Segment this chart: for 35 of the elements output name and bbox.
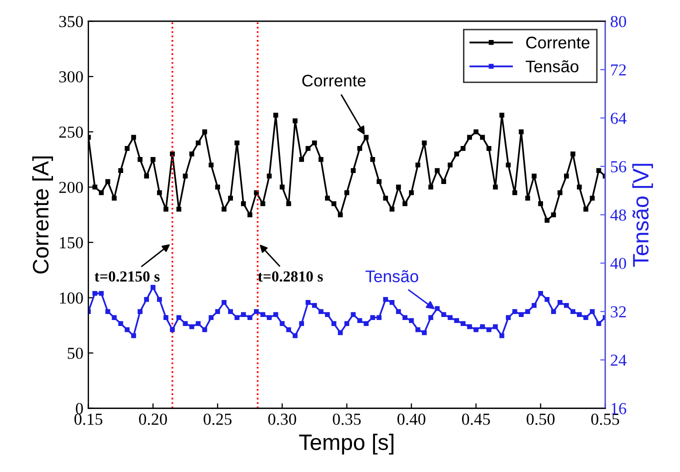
y2-tick-label: 40 (610, 258, 626, 270)
y-tick-label: 0 (76, 402, 83, 414)
y-tick-label: 50 (68, 348, 83, 359)
legend-label: Corrente (526, 36, 590, 48)
y-tick-label: 100 (60, 292, 83, 304)
x-tick-label: 0.30 (268, 414, 296, 425)
annotation: Tensão (366, 270, 418, 282)
y-tick-label: 200 (59, 182, 83, 194)
x-tick-label: 0.35 (332, 414, 361, 425)
x-axis-title: Tempo [s] (299, 434, 394, 455)
y2-tick-label: 56 (611, 161, 626, 172)
legend-label: Tensão (526, 60, 578, 72)
x-tick-label: 0.55 (591, 414, 620, 425)
annotation: Corrente (302, 74, 366, 87)
annotation: t=0.2810 s (258, 271, 323, 282)
y2-tick-label: 48 (610, 209, 626, 221)
y2-tick-label: 80 (610, 16, 626, 28)
y-tick-label: 250 (59, 126, 83, 138)
y-tick-label: 300 (59, 71, 83, 82)
y2-tick-label: 64 (610, 112, 626, 124)
y2-tick-label: 32 (610, 306, 626, 318)
y2-tick-label: 72 (611, 64, 626, 76)
y-axis-title: Corrente [A] (32, 156, 53, 274)
x-tick-label: 0.20 (139, 414, 167, 425)
x-tick-label: 0.15 (74, 414, 102, 425)
y2-tick-label: 16 (612, 403, 626, 414)
x-tick-label: 0.50 (526, 414, 555, 425)
annotation: t=0.2150 s (94, 271, 160, 282)
x-tick-label: 0.45 (462, 414, 490, 425)
x-tick-label: 0.40 (397, 414, 426, 425)
y2-axis-title: Tensão [V] (632, 164, 653, 267)
y-tick-label: 150 (60, 237, 83, 248)
y2-tick-label: 24 (610, 354, 626, 366)
y-tick-label: 350 (59, 16, 83, 28)
x-tick-label: 0.25 (204, 414, 232, 425)
